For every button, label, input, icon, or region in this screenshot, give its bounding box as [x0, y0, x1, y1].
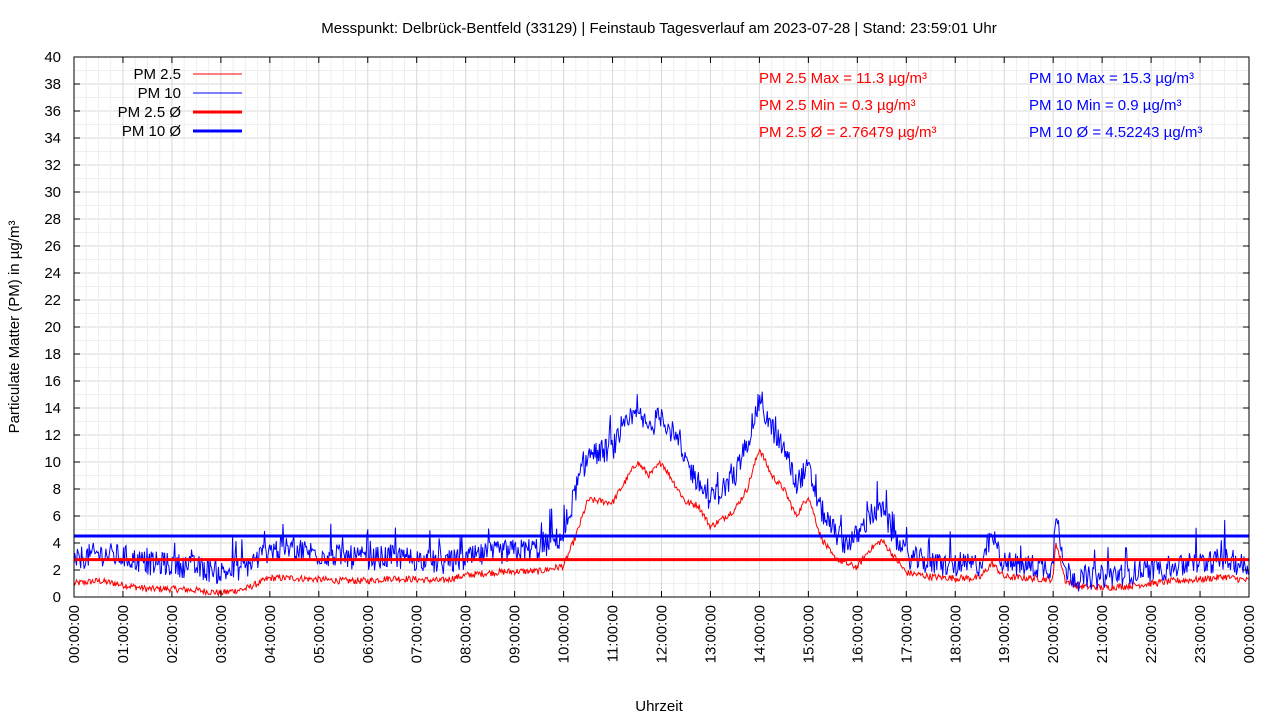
y-tick-label: 18 — [44, 346, 61, 363]
series-layer — [73, 391, 1250, 597]
x-tick-label: 19:00:00 — [996, 605, 1013, 663]
y-tick-label: 32 — [44, 157, 61, 174]
x-tick-label: 07:00:00 — [409, 605, 426, 663]
y-tick-label: 10 — [44, 454, 61, 471]
x-tick-label: 00:00:00 — [1241, 605, 1258, 663]
y-tick-label: 14 — [44, 400, 61, 417]
x-tick-label: 22:00:00 — [1143, 605, 1160, 663]
y-tick-label: 8 — [53, 481, 61, 498]
x-tick-label: 23:00:00 — [1192, 605, 1209, 663]
x-tick-label: 20:00:00 — [1045, 605, 1062, 663]
y-tick-label: 28 — [44, 211, 61, 228]
x-tick-label: 09:00:00 — [507, 605, 524, 663]
x-tick-label: 15:00:00 — [800, 605, 817, 663]
y-tick-label: 38 — [44, 76, 61, 93]
x-tick-label: 12:00:00 — [654, 605, 671, 663]
annotation-pm10-avg: PM 10 Ø = 4.52243 µg/m³ — [1029, 124, 1202, 141]
annotation-pm25-min: PM 2.5 Min = 0.3 µg/m³ — [759, 97, 916, 114]
y-tick-label: 24 — [44, 265, 61, 282]
annotation-pm10-min: PM 10 Min = 0.9 µg/m³ — [1029, 97, 1181, 114]
stats-annotations: PM 2.5 Max = 11.3 µg/m³ PM 2.5 Min = 0.3… — [759, 70, 1202, 141]
x-tick-label: 13:00:00 — [702, 605, 719, 663]
x-tick-label: 18:00:00 — [947, 605, 964, 663]
y-tick-label: 12 — [44, 427, 61, 444]
y-tick-label: 30 — [44, 184, 61, 201]
x-axis-label: Uhrzeit — [635, 698, 683, 715]
y-tick-label: 0 — [53, 589, 61, 606]
series-line-pm25 — [73, 448, 1250, 597]
y-tick-label: 40 — [44, 49, 61, 66]
y-tick-label: 20 — [44, 319, 61, 336]
y-tick-label: 36 — [44, 103, 61, 120]
legend-label-pm10: PM 10 — [138, 85, 181, 102]
y-tick-label: 4 — [53, 535, 61, 552]
y-tick-label: 34 — [44, 130, 61, 147]
y-tick-label: 16 — [44, 373, 61, 390]
legend-label-pm10-avg: PM 10 Ø — [122, 123, 182, 140]
x-tick-label: 04:00:00 — [262, 605, 279, 663]
x-tick-label: 21:00:00 — [1094, 605, 1111, 663]
x-tick-label: 06:00:00 — [360, 605, 377, 663]
x-tick-label: 10:00:00 — [556, 605, 573, 663]
x-tick-label: 03:00:00 — [213, 605, 230, 663]
axis-ticks — [73, 56, 1250, 598]
average-lines — [74, 534, 1249, 562]
x-tick-label: 00:00:00 — [66, 605, 83, 663]
legend: PM 2.5 PM 10 PM 2.5 Ø PM 10 Ø — [118, 66, 242, 140]
annotation-pm10-max: PM 10 Max = 15.3 µg/m³ — [1029, 70, 1194, 87]
x-tick-label: 02:00:00 — [164, 605, 181, 663]
x-tick-label: 08:00:00 — [458, 605, 475, 663]
legend-label-pm25: PM 2.5 — [133, 66, 181, 83]
x-tick-label: 14:00:00 — [751, 605, 768, 663]
series-line-pm10 — [73, 391, 1250, 592]
chart-title: Messpunkt: Delbrück-Bentfeld (33129) | F… — [321, 20, 996, 37]
y-tick-label: 22 — [44, 292, 61, 309]
annotation-pm25-max: PM 2.5 Max = 11.3 µg/m³ — [759, 70, 927, 87]
x-tick-label: 01:00:00 — [115, 605, 132, 663]
x-tick-label: 05:00:00 — [311, 605, 328, 663]
annotation-pm25-avg: PM 2.5 Ø = 2.76479 µg/m³ — [759, 124, 936, 141]
y-tick-label: 2 — [53, 562, 61, 579]
y-tick-label: 6 — [53, 508, 61, 525]
x-tick-label: 11:00:00 — [605, 605, 622, 662]
x-tick-label: 17:00:00 — [898, 605, 915, 663]
x-tick-labels: 00:00:00 01:00:00 02:00:00 03:00:00 04:00:00… — [66, 605, 1258, 663]
legend-label-pm25-avg: PM 2.5 Ø — [118, 104, 182, 121]
y-axis-label: Particulate Matter (PM) in µg/m³ — [6, 221, 23, 434]
y-tick-label: 26 — [44, 238, 61, 255]
x-tick-label: 16:00:00 — [849, 605, 866, 663]
